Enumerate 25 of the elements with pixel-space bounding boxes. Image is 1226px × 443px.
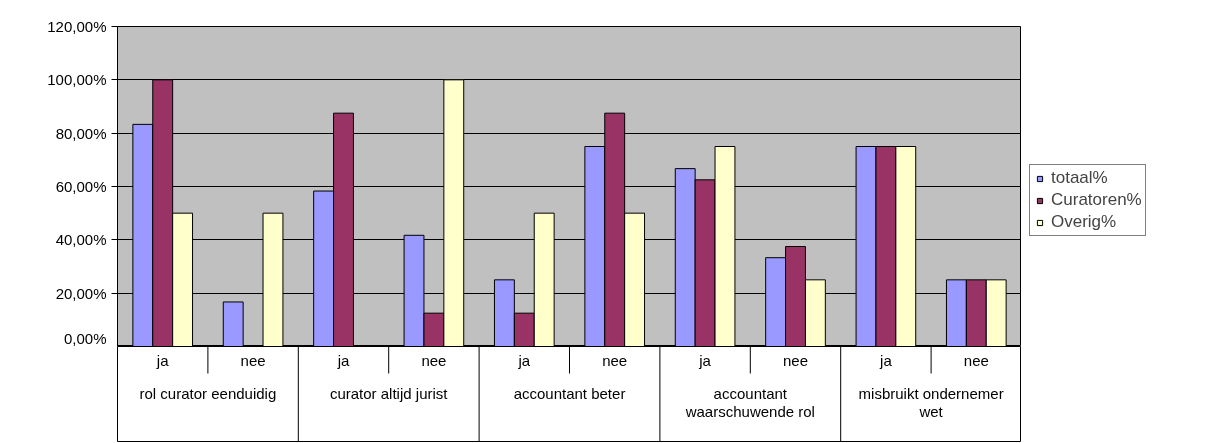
x-tick-label: nee (782, 351, 809, 369)
legend-label: Curatoren% (1051, 190, 1142, 210)
y-tick-label: 0,00% (63, 329, 107, 347)
y-tick-label: 60,00% (55, 178, 107, 195)
text: curator altijd jurist (329, 384, 449, 402)
y-tick-label: 20,00% (55, 284, 107, 302)
y-tick-label: 80,00% (55, 124, 107, 142)
text: rol curator eenduidig (139, 384, 277, 402)
x-tick-label: ja (517, 351, 531, 369)
y-tick-label: 120,00% (47, 18, 107, 35)
text: accountant waarschuwende rol (684, 384, 815, 421)
x-tick-label: ja (155, 351, 170, 369)
text: accountant beter (513, 384, 626, 402)
x-tick-label: nee (240, 351, 266, 369)
x-tick-label: nee (421, 351, 447, 369)
legend-label: totaal% (1051, 168, 1108, 188)
y-tick-label: 40,00% (55, 231, 107, 249)
x-tick-label: nee (602, 351, 628, 369)
y-tick-label: 100,00% (47, 71, 107, 89)
x-tick-label: nee (963, 351, 989, 369)
legend-label: Overig% (1051, 212, 1117, 232)
x-tick-label: ja (879, 351, 893, 369)
x-tick-label: ja (336, 351, 350, 369)
x-tick-label: ja (698, 351, 712, 369)
text: misbruikt ondernemer wet (858, 384, 1004, 421)
